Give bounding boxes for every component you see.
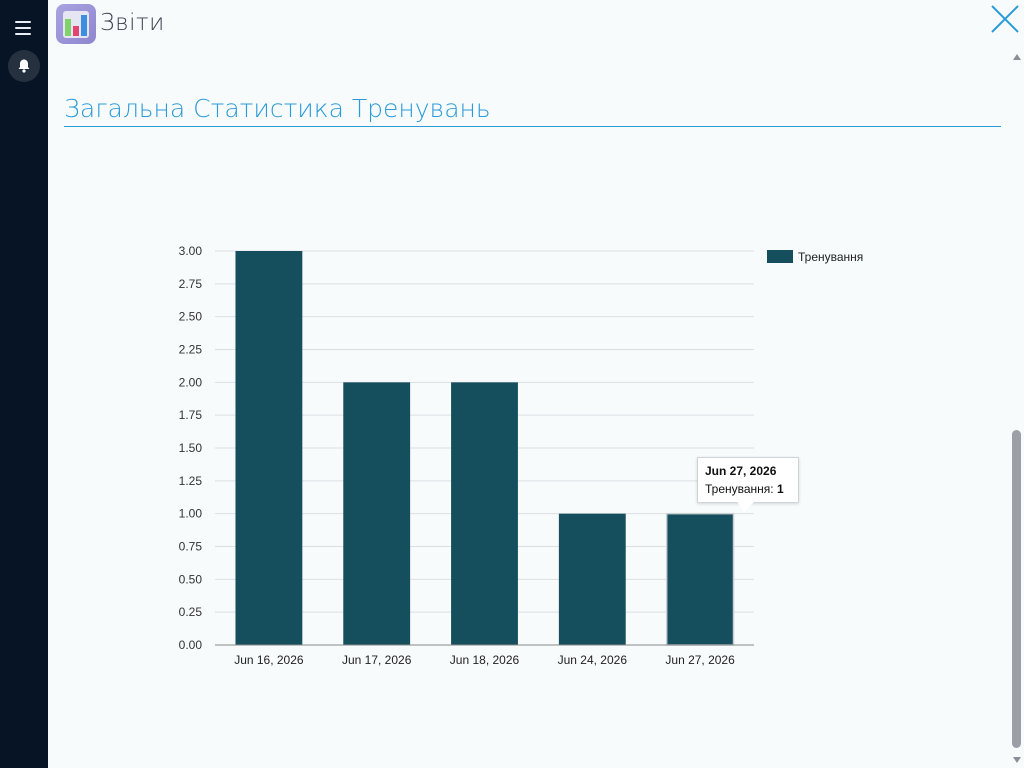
y-tick-label: 0.50: [179, 572, 203, 586]
bar-chart: 0.00 0.25 0.50 0.75 1.00 1.25 1.50 1.75 2.00 2.25…: [179, 244, 864, 667]
y-tick-label: 2.00: [179, 375, 203, 389]
scroll-up-icon[interactable]: [1013, 54, 1021, 60]
bar-chart-icon: [63, 11, 89, 38]
y-axis-ticks: 0.00 0.25 0.50 0.75 1.00 1.25 1.50 1.75 2.00 2.25…: [179, 244, 203, 652]
close-button[interactable]: [989, 3, 1021, 35]
y-tick-label: 0.75: [179, 540, 203, 554]
y-tick-label: 1.00: [179, 507, 203, 521]
bell-icon: [18, 59, 30, 73]
tooltip-tail: [736, 500, 756, 512]
page-title: Загальна Статистика Тренувань: [64, 94, 491, 123]
y-tick-label: 0.25: [179, 605, 203, 619]
x-axis-ticks: Jun 16, 2026 Jun 17, 2026 Jun 18, 2026 Jun …: [234, 653, 735, 667]
y-tick-label: 2.25: [179, 343, 203, 357]
tooltip-value: 1: [776, 482, 784, 496]
bar[interactable]: [451, 382, 518, 645]
y-tick-label: 1.50: [179, 441, 203, 455]
chart-legend: Тренування: [767, 250, 863, 264]
tooltip-line: Тренування: 1: [705, 482, 784, 496]
y-tick-label: 3.00: [179, 244, 203, 258]
legend-label: Тренування: [798, 250, 863, 264]
x-tick-label: Jun 27, 2026: [665, 653, 735, 667]
app-title: Звіти: [100, 10, 165, 36]
bar[interactable]: [343, 382, 411, 645]
notifications-button[interactable]: [8, 50, 40, 82]
chart-bars: [235, 251, 735, 646]
scroll-down-icon[interactable]: [1013, 757, 1021, 763]
menu-line: [15, 27, 31, 29]
legend-swatch: [767, 250, 793, 263]
x-tick-label: Jun 16, 2026: [234, 653, 304, 667]
x-tick-label: Jun 17, 2026: [342, 653, 412, 667]
sidebar: [0, 0, 48, 768]
hamburger-menu-icon[interactable]: [13, 19, 35, 37]
reports-app-icon: [56, 4, 96, 44]
vertical-scrollbar[interactable]: [1010, 50, 1024, 768]
close-icon: [991, 5, 1019, 33]
y-tick-label: 2.75: [179, 277, 203, 291]
scrollbar-thumb[interactable]: [1012, 430, 1021, 748]
heading-divider: [64, 126, 1001, 127]
bar[interactable]: [665, 512, 735, 646]
x-tick-label: Jun 18, 2026: [450, 653, 520, 667]
tooltip-title: Jun 27, 2026: [705, 464, 777, 478]
y-tick-label: 1.75: [179, 408, 203, 422]
bar[interactable]: [558, 513, 626, 645]
tooltip-label: Тренування:: [705, 482, 777, 496]
menu-line: [15, 21, 31, 23]
menu-line: [15, 33, 31, 35]
bar[interactable]: [235, 251, 303, 645]
chart-tooltip: Jun 27, 2026 Тренування: 1: [697, 457, 799, 503]
y-tick-label: 1.25: [179, 474, 203, 488]
y-tick-label: 2.50: [179, 310, 203, 324]
x-tick-label: Jun 24, 2026: [558, 653, 628, 667]
y-tick-label: 0.00: [179, 638, 203, 652]
